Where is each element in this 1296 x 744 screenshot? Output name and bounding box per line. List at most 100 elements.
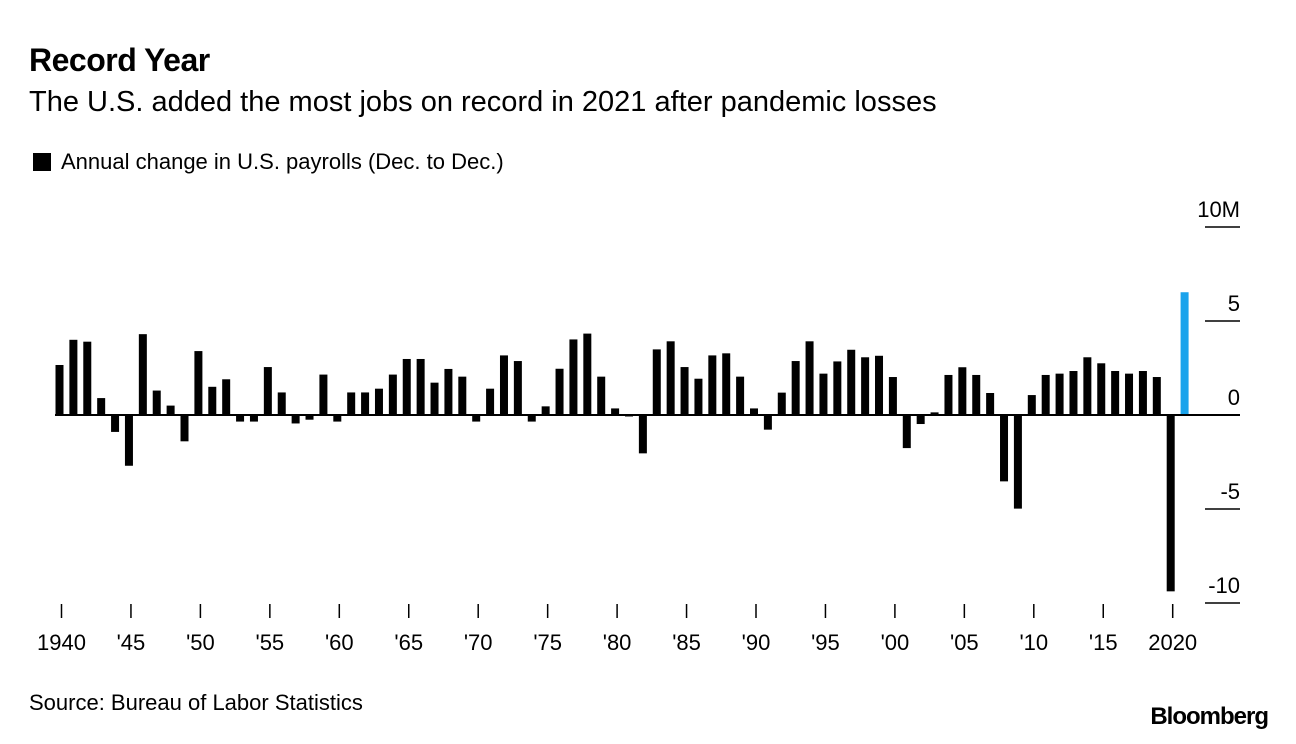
x-tick-label: '05 <box>950 630 979 655</box>
bar-1988 <box>722 353 731 415</box>
bar-1953 <box>236 415 245 422</box>
y-tick-label: 0 <box>1228 385 1240 410</box>
legend: Annual change in U.S. payrolls (Dec. to … <box>33 149 504 175</box>
bar-1958 <box>305 415 314 420</box>
bar-2010 <box>1027 395 1036 415</box>
bar-1950 <box>194 351 203 415</box>
bar-1959 <box>319 374 328 415</box>
bar-1966 <box>416 358 425 415</box>
bar-1992 <box>777 392 786 415</box>
bar-1976 <box>555 368 564 415</box>
bar-1956 <box>277 392 286 415</box>
x-tick-label: '70 <box>464 630 493 655</box>
x-tick-label: '00 <box>881 630 910 655</box>
bar-2013 <box>1069 371 1078 415</box>
bar-1980 <box>611 408 620 415</box>
bar-1971 <box>486 388 495 415</box>
bar-1944 <box>111 415 120 432</box>
bar-2001 <box>902 415 911 449</box>
bar-1999 <box>875 355 884 415</box>
x-tick-label: '15 <box>1089 630 1118 655</box>
bar-2002 <box>916 415 925 425</box>
bar-1948 <box>166 405 175 415</box>
y-tick-label: 10M <box>1197 197 1240 222</box>
x-tick-label: '80 <box>603 630 632 655</box>
bar-1949 <box>180 415 189 442</box>
bar-2012 <box>1055 373 1064 415</box>
bar-2015 <box>1097 363 1106 415</box>
bar-1961 <box>347 392 356 415</box>
bar-1957 <box>291 415 300 424</box>
bar-1986 <box>694 378 703 415</box>
bar-2000 <box>888 377 897 415</box>
bar-1982 <box>638 415 647 454</box>
bar-1977 <box>569 339 578 415</box>
bar-2003 <box>930 412 939 415</box>
bar-2006 <box>972 374 981 415</box>
bar-1997 <box>847 349 856 415</box>
bar-2007 <box>986 393 995 415</box>
bar-1995 <box>819 373 828 415</box>
bar-1974 <box>527 415 536 422</box>
x-tick-label: '45 <box>117 630 146 655</box>
bar-1994 <box>805 341 814 415</box>
x-tick-label: '10 <box>1019 630 1048 655</box>
bar-1945 <box>124 415 133 466</box>
bar-1964 <box>388 374 397 415</box>
bar-1970 <box>472 415 481 422</box>
x-tick-label: '55 <box>256 630 285 655</box>
bar-1987 <box>708 355 717 415</box>
bar-1969 <box>458 376 467 415</box>
x-tick-label: '65 <box>394 630 423 655</box>
bar-1989 <box>736 376 745 415</box>
bar-1993 <box>791 361 800 415</box>
bloomberg-logo: Bloomberg <box>1150 703 1269 730</box>
bar-2021 <box>1180 292 1189 415</box>
bar-2016 <box>1111 371 1120 415</box>
bar-1985 <box>680 367 689 415</box>
x-tick-label: '50 <box>186 630 215 655</box>
bar-2005 <box>958 367 967 415</box>
bar-1978 <box>583 333 592 415</box>
bar-1942 <box>83 341 92 415</box>
bar-1943 <box>97 398 106 415</box>
bar-1947 <box>152 390 161 415</box>
bar-1946 <box>138 334 147 415</box>
bar-1960 <box>333 415 342 422</box>
bar-1991 <box>763 415 772 430</box>
x-tick-label: '95 <box>811 630 840 655</box>
bar-2020 <box>1166 415 1175 592</box>
chart-title: Record Year <box>29 42 210 78</box>
bar-1983 <box>652 349 661 415</box>
bar-1996 <box>833 361 842 415</box>
bar-2004 <box>944 374 953 415</box>
y-tick-label: -10 <box>1208 573 1240 598</box>
bar-1967 <box>430 382 439 415</box>
bar-1962 <box>361 392 370 415</box>
bar-1952 <box>222 379 231 415</box>
bar-2011 <box>1041 374 1050 415</box>
bar-1998 <box>861 357 870 415</box>
bar-1984 <box>666 341 675 415</box>
bar-2019 <box>1152 377 1161 415</box>
bar-1951 <box>208 386 217 415</box>
x-tick-label: 1940 <box>37 630 86 655</box>
x-tick-label: '60 <box>325 630 354 655</box>
bar-1940 <box>55 364 64 415</box>
legend-swatch <box>33 153 51 171</box>
y-tick-label: -5 <box>1220 479 1240 504</box>
x-tick-label: '85 <box>672 630 701 655</box>
x-tick-label: 2020 <box>1148 630 1197 655</box>
bar-1954 <box>249 415 258 422</box>
bar-1975 <box>541 406 550 415</box>
bar-2018 <box>1138 371 1147 415</box>
bar-2014 <box>1083 357 1092 415</box>
x-tick-label: '90 <box>742 630 771 655</box>
y-tick-label: 5 <box>1228 291 1240 316</box>
bar-1979 <box>597 376 606 415</box>
bar-1963 <box>374 388 383 415</box>
bar-1965 <box>402 358 411 415</box>
bar-2017 <box>1125 373 1134 415</box>
